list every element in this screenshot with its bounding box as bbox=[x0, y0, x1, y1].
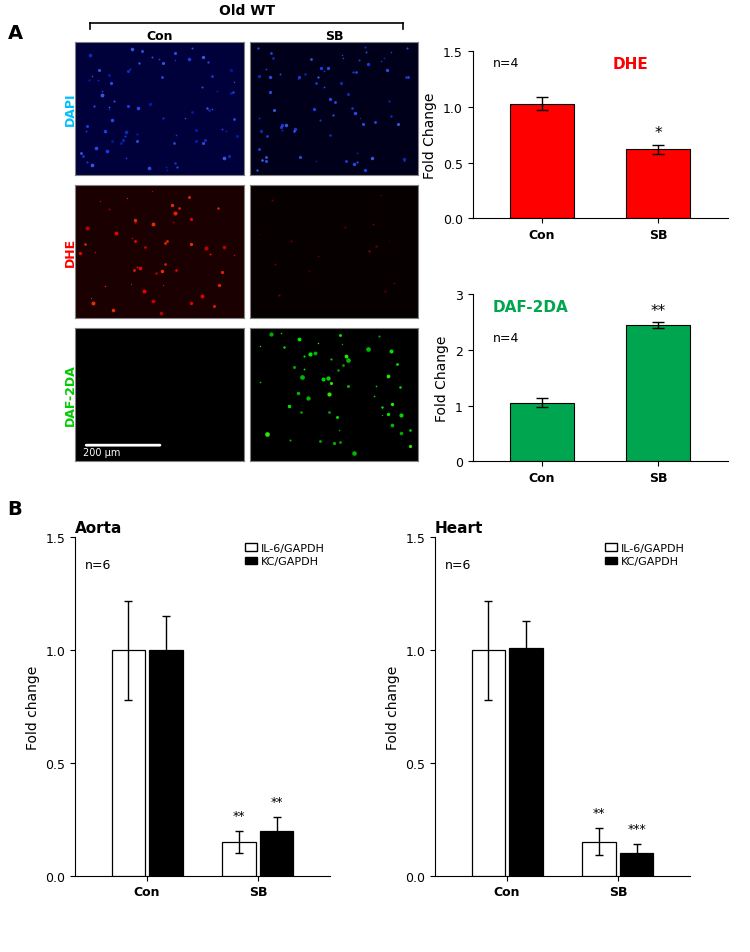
Text: n=6: n=6 bbox=[446, 558, 472, 571]
Bar bbox=[510, 404, 574, 462]
Bar bbox=[510, 105, 574, 219]
Title: SB: SB bbox=[325, 30, 344, 43]
Bar bbox=[626, 326, 690, 462]
Text: DAF-2DA: DAF-2DA bbox=[493, 300, 568, 315]
Y-axis label: Fold change: Fold change bbox=[386, 664, 400, 749]
Bar bbox=[509, 648, 542, 876]
Text: Aorta: Aorta bbox=[75, 521, 122, 535]
Text: 200 μm: 200 μm bbox=[83, 447, 121, 458]
Text: **: ** bbox=[271, 795, 283, 808]
Text: B: B bbox=[8, 500, 22, 519]
Bar bbox=[112, 650, 145, 876]
Text: **: ** bbox=[650, 304, 665, 319]
Text: A: A bbox=[8, 24, 22, 43]
Bar bbox=[583, 843, 616, 876]
Text: ***: *** bbox=[628, 823, 646, 835]
Bar bbox=[626, 150, 690, 219]
Legend: IL-6/GAPDH, KC/GAPDH: IL-6/GAPDH, KC/GAPDH bbox=[605, 544, 685, 566]
Y-axis label: DAF-2DA: DAF-2DA bbox=[64, 365, 77, 426]
Title: Con: Con bbox=[146, 30, 172, 43]
Bar bbox=[620, 853, 653, 876]
Legend: IL-6/GAPDH, KC/GAPDH: IL-6/GAPDH, KC/GAPDH bbox=[245, 544, 325, 566]
Text: n=6: n=6 bbox=[86, 558, 112, 571]
Bar bbox=[472, 650, 505, 876]
Y-axis label: Fold Change: Fold Change bbox=[435, 335, 449, 422]
Text: **: ** bbox=[592, 806, 605, 820]
Y-axis label: DAPI: DAPI bbox=[64, 92, 77, 127]
Text: DHE: DHE bbox=[613, 57, 649, 72]
Text: *: * bbox=[654, 127, 662, 141]
Bar bbox=[260, 831, 293, 876]
Text: **: ** bbox=[232, 809, 245, 822]
Text: n=4: n=4 bbox=[493, 57, 519, 70]
Y-axis label: Fold Change: Fold Change bbox=[423, 92, 437, 179]
Text: Old WT: Old WT bbox=[219, 4, 274, 18]
Bar bbox=[223, 843, 256, 876]
Text: n=4: n=4 bbox=[493, 332, 519, 345]
Text: Heart: Heart bbox=[435, 521, 483, 535]
Y-axis label: DHE: DHE bbox=[64, 238, 77, 267]
Bar bbox=[149, 650, 182, 876]
Y-axis label: Fold change: Fold change bbox=[26, 664, 40, 749]
